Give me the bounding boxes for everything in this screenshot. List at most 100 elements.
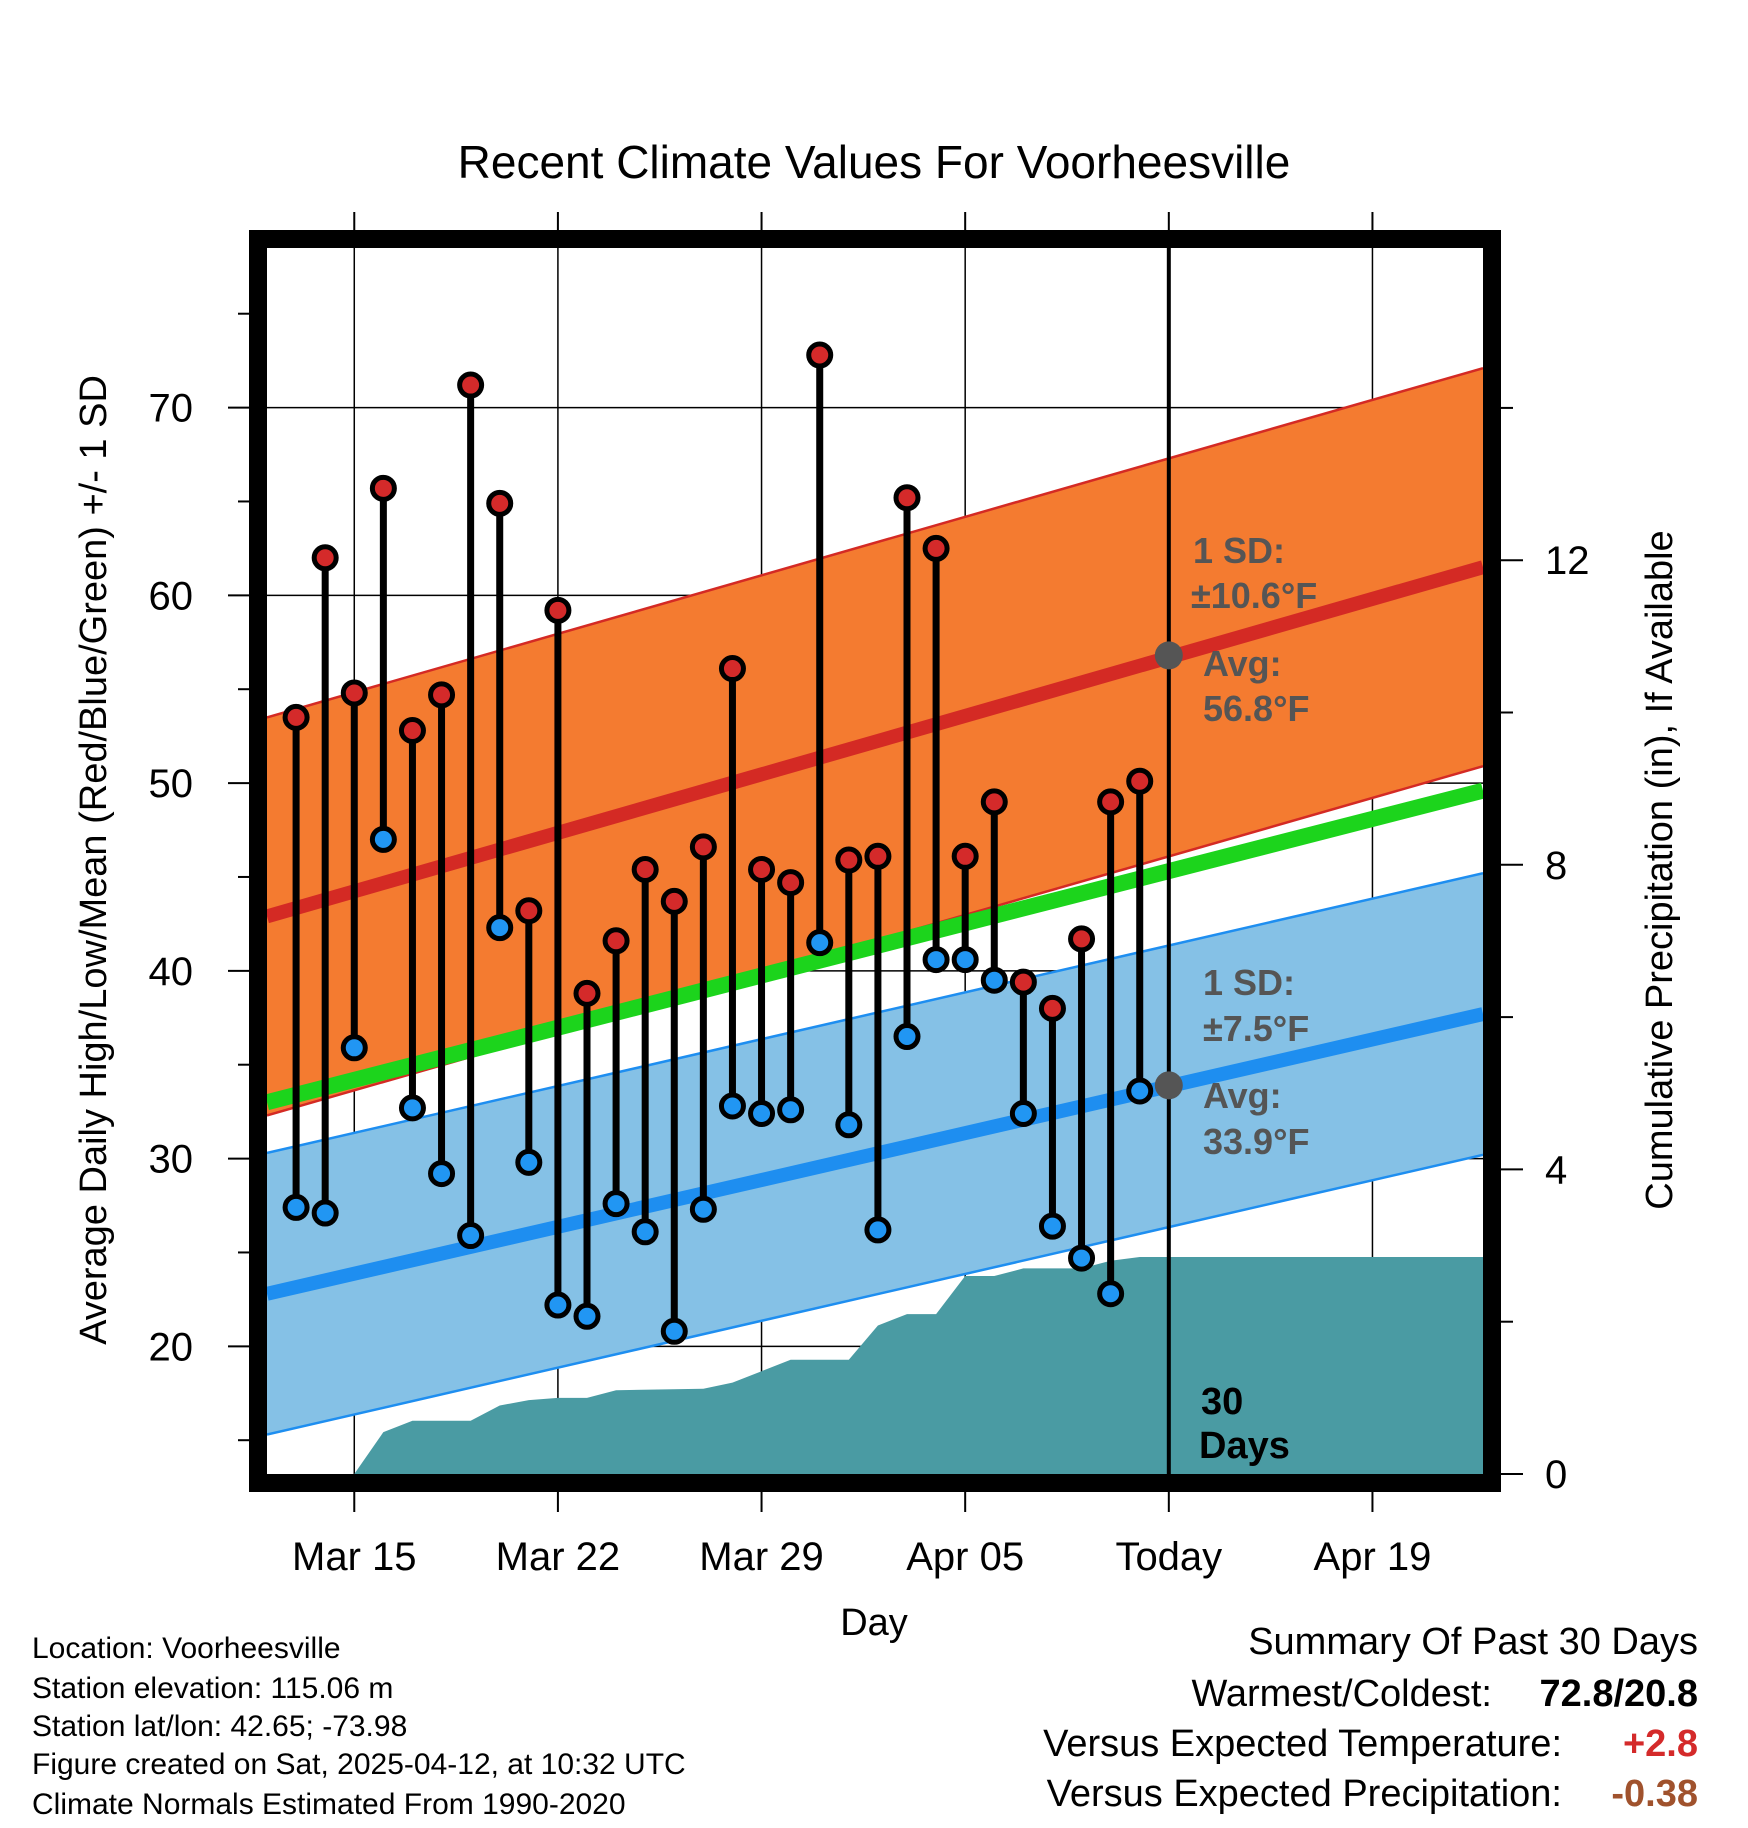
info-latlon: Station lat/lon: 42.65; -73.98	[32, 1710, 407, 1743]
daily-high-point	[311, 544, 339, 572]
daily-high-point	[573, 979, 601, 1007]
x-tick-label: Mar 22	[496, 1535, 621, 1579]
x-tick-label: Mar 29	[699, 1535, 824, 1579]
low-band-lower-edge	[267, 1153, 1483, 1436]
summary-warm-cold-label: Warmest/Coldest:	[1191, 1673, 1492, 1715]
high-avg-value: 56.8°F	[1203, 688, 1309, 729]
days-count-label: 30	[1201, 1381, 1243, 1423]
y-right-tick-label: 4	[1545, 1148, 1567, 1192]
high-sd-label: 1 SD:	[1193, 530, 1285, 571]
x-tick-label: Apr 19	[1314, 1535, 1432, 1579]
y-right-tick-label: 8	[1545, 844, 1567, 888]
daily-high-point	[980, 788, 1008, 816]
daily-high-point	[340, 679, 368, 707]
info-elevation: Station elevation: 115.06 m	[32, 1672, 393, 1705]
daily-low-point	[893, 1023, 921, 1051]
low-sd-value: ±7.5°F	[1203, 1008, 1309, 1049]
y-left-tick-label: 60	[149, 574, 194, 618]
daily-high-point	[398, 717, 426, 745]
daily-low-point	[864, 1216, 892, 1244]
summary-temp-label: Versus Expected Temperature:	[1043, 1723, 1562, 1765]
daily-low-point	[282, 1193, 310, 1221]
x-tick-label: Apr 05	[906, 1535, 1024, 1579]
daily-low-point	[1126, 1077, 1154, 1105]
high-avg-marker	[1154, 641, 1183, 670]
y-left-tick-label: 50	[149, 762, 194, 806]
daily-high-point	[1126, 767, 1154, 795]
low-avg-marker	[1154, 1071, 1183, 1100]
daily-high-point	[660, 887, 688, 915]
summary-precip-label: Versus Expected Precipitation:	[1047, 1773, 1562, 1815]
daily-high-point	[282, 703, 310, 731]
daily-high-point	[1097, 788, 1125, 816]
summary-heading: Summary Of Past 30 Days	[1248, 1621, 1698, 1663]
low-avg-label: Avg:	[1203, 1075, 1282, 1116]
daily-high-point	[893, 484, 921, 512]
daily-low-point	[922, 946, 950, 974]
y-left-tick-label: 30	[149, 1138, 194, 1182]
daily-low-point	[311, 1199, 339, 1227]
daily-low-point	[777, 1096, 805, 1124]
daily-low-point	[748, 1100, 776, 1128]
y-right-tick-label: 12	[1545, 539, 1590, 583]
daily-low-point	[398, 1094, 426, 1122]
x-tick-label: Today	[1115, 1535, 1222, 1579]
daily-high-point	[922, 534, 950, 562]
daily-low-point	[544, 1291, 572, 1319]
daily-high-point	[718, 655, 746, 683]
daily-high-point	[777, 869, 805, 897]
daily-low-point	[573, 1302, 601, 1330]
daily-low-point	[660, 1317, 688, 1345]
info-location: Location: Voorheesville	[32, 1632, 341, 1665]
y-left-tick-label: 70	[149, 387, 194, 431]
daily-high-point	[602, 927, 630, 955]
daily-high-point	[1009, 968, 1037, 996]
daily-low-point	[602, 1190, 630, 1218]
daily-low-point	[951, 946, 979, 974]
days-label: Days	[1199, 1425, 1290, 1467]
daily-low-point	[340, 1034, 368, 1062]
y-left-tick-label: 20	[149, 1325, 194, 1369]
plot-frame	[249, 230, 1501, 1492]
daily-low-point	[835, 1111, 863, 1139]
daily-high-point	[515, 897, 543, 925]
high-sd-value: ±10.6°F	[1191, 575, 1317, 616]
daily-low-point	[515, 1148, 543, 1176]
chart-title: Recent Climate Values For Voorheesville	[458, 136, 1291, 188]
daily-low-point	[1009, 1100, 1037, 1128]
daily-low-point	[369, 825, 397, 853]
daily-high-point	[864, 842, 892, 870]
summary-temp-value: +2.8	[1623, 1723, 1698, 1765]
daily-high-point	[428, 681, 456, 709]
high-avg-label: Avg:	[1203, 643, 1282, 684]
daily-high-point	[1068, 925, 1096, 953]
summary-warm-cold-value: 72.8/20.8	[1540, 1673, 1698, 1715]
y-right-tick-label: 0	[1545, 1453, 1567, 1497]
daily-low-point	[631, 1218, 659, 1246]
daily-high-point	[689, 833, 717, 861]
daily-low-point	[689, 1195, 717, 1223]
daily-high-point	[544, 596, 572, 624]
x-tick-label: Mar 15	[292, 1535, 417, 1579]
daily-high-point	[951, 842, 979, 870]
daily-low-point	[806, 929, 834, 957]
daily-high-point	[1038, 994, 1066, 1022]
daily-low-point	[457, 1222, 485, 1250]
summary-precip-value: -0.38	[1611, 1773, 1698, 1815]
daily-low-point	[718, 1092, 746, 1120]
daily-low-point	[980, 966, 1008, 994]
daily-low-point	[1068, 1244, 1096, 1272]
low-avg-value: 33.9°F	[1203, 1121, 1309, 1162]
daily-high-point	[486, 489, 514, 517]
daily-high-point	[835, 846, 863, 874]
precip-area	[354, 1256, 1483, 1474]
daily-high-point	[806, 341, 834, 369]
daily-low-point	[428, 1160, 456, 1188]
x-axis-label: Day	[840, 1602, 908, 1644]
y-left-tick-label: 40	[149, 950, 194, 994]
y-axis-left-label: Average Daily High/Low/Mean (Red/Blue/Gr…	[73, 375, 115, 1345]
daily-low-point	[1038, 1212, 1066, 1240]
